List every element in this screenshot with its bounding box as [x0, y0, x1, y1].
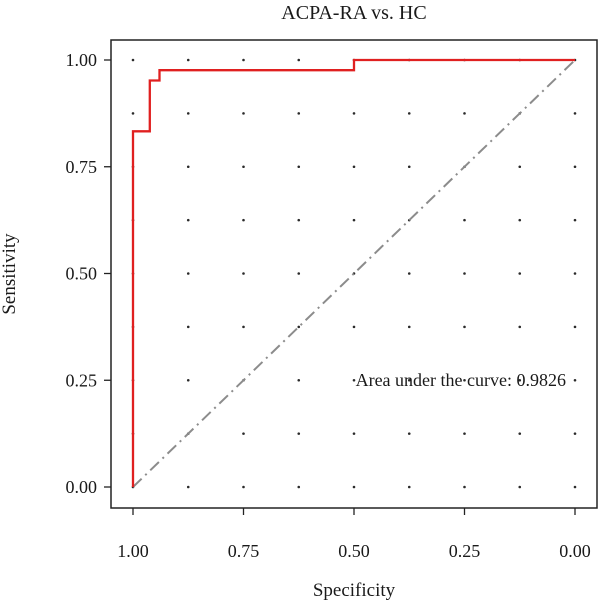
- grid-dot: [186, 165, 190, 169]
- grid-dot: [407, 378, 411, 382]
- grid-dot: [463, 272, 466, 275]
- grid-dot: [242, 272, 245, 275]
- grid-dot: [352, 378, 356, 382]
- grid-dot: [407, 165, 411, 169]
- y-axis-label: Sensitivity: [0, 233, 20, 315]
- grid-dot: [518, 165, 522, 169]
- y-tick-label: 0.75: [66, 157, 98, 177]
- grid-dot: [573, 325, 577, 329]
- chart-title: ACPA-RA vs. HC: [281, 2, 426, 24]
- grid-dot: [573, 485, 577, 489]
- grid-dot: [242, 485, 245, 489]
- grid-dot: [131, 112, 135, 115]
- grid-dot: [573, 432, 577, 435]
- grid-dot: [186, 218, 190, 222]
- grid-dot: [463, 325, 466, 329]
- roc-curve-line: [131, 58, 575, 487]
- grid-dot: [573, 272, 577, 275]
- grid-dot: [242, 165, 245, 169]
- grid-dot: [297, 218, 301, 222]
- grid-dot: [518, 378, 522, 382]
- grid-dot: [518, 432, 522, 435]
- grid-dot: [407, 485, 411, 489]
- y-tick-label: 0.25: [66, 370, 98, 390]
- grid-dot: [518, 485, 522, 489]
- grid-dot: [242, 432, 245, 435]
- grid-dot: [186, 112, 190, 115]
- grid-dot: [186, 58, 190, 62]
- grid-dot: [518, 218, 522, 222]
- auc-annotation: Area under the curve: 0.9826: [356, 370, 566, 390]
- grid-dot: [573, 112, 577, 115]
- grid-dot: [352, 485, 356, 489]
- grid-dot: [297, 485, 301, 489]
- x-tick-label: 0.50: [338, 541, 370, 561]
- grid-dot: [297, 325, 301, 329]
- y-tick-label: 1.00: [66, 50, 98, 70]
- grid-dot: [186, 378, 190, 382]
- grid-dot: [297, 378, 301, 382]
- grid-dot: [352, 218, 356, 222]
- x-tick-label: 0.75: [228, 541, 260, 561]
- grid-dot: [407, 432, 411, 435]
- grid-dot: [297, 272, 301, 275]
- grid-dot: [242, 325, 245, 329]
- grid-dot: [297, 112, 301, 115]
- grid-dot: [186, 272, 190, 275]
- grid-dot: [573, 165, 577, 169]
- grid-dot: [352, 325, 356, 329]
- grid-dot: [463, 378, 466, 382]
- grid-dot: [352, 165, 356, 169]
- axes: 1.00 0.75 0.50 0.25 0.00 0.00 0.25 0.50 0.75 1.00: [66, 50, 591, 561]
- grid-dot: [297, 58, 301, 62]
- grid-dot: [242, 218, 245, 222]
- x-axis-label: Specificity: [313, 580, 396, 601]
- grid-dot: [463, 432, 466, 435]
- grid-dot: [186, 325, 190, 329]
- grid-dot: [242, 58, 245, 62]
- grid-dot: [518, 272, 522, 275]
- grid-dot: [463, 485, 466, 489]
- reference-diagonal-line: [132, 59, 576, 488]
- y-tick-label: 0.00: [66, 477, 98, 497]
- grid-dot: [518, 325, 522, 329]
- grid-dot: [407, 325, 411, 329]
- grid-dot: [463, 112, 466, 115]
- grid-dot: [407, 272, 411, 275]
- x-tick-label: 0.00: [559, 541, 591, 561]
- grid-dot: [186, 485, 190, 489]
- grid-dot: [242, 112, 245, 115]
- y-tick-label: 0.50: [66, 264, 98, 284]
- grid-dot: [463, 218, 466, 222]
- series-layer: [131, 58, 576, 488]
- grid-dot: [573, 378, 577, 382]
- grid-dot: [297, 165, 301, 169]
- grid-dot: [297, 432, 301, 435]
- grid-dot: [407, 112, 411, 115]
- x-tick-label: 0.25: [449, 541, 481, 561]
- grid-dot: [352, 112, 356, 115]
- x-tick-label: 1.00: [117, 541, 149, 561]
- grid-dot: [131, 58, 135, 62]
- grid-dot: [352, 432, 356, 435]
- grid-dot: [573, 218, 577, 222]
